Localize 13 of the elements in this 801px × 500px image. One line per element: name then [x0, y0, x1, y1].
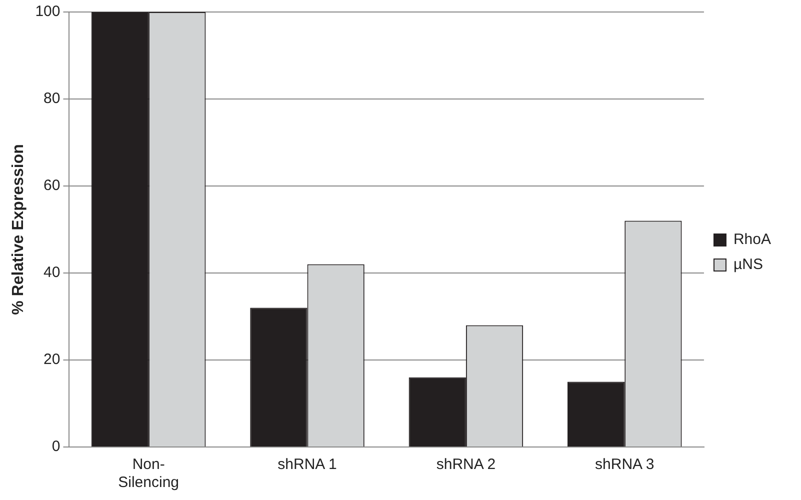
y-tick-label: 20	[44, 351, 60, 368]
x-tick-label: shRNA 2	[436, 456, 496, 474]
y-tick-label: 60	[44, 177, 60, 194]
x-tick-label: shRNA 1	[278, 456, 337, 474]
y-tick-label: 80	[44, 90, 60, 108]
x-tick-label: shRNA 3	[595, 456, 654, 474]
x-tick-label: Non-Silencing	[118, 456, 180, 492]
y-tick-label: 100	[35, 3, 60, 20]
legend-label: µNS	[733, 256, 763, 274]
legend-label: RhoA	[733, 231, 772, 248]
y-tick-label: 40	[44, 264, 60, 282]
y-axis-title: % Relative Expression	[10, 144, 28, 315]
y-tick-label: 0	[52, 438, 60, 456]
